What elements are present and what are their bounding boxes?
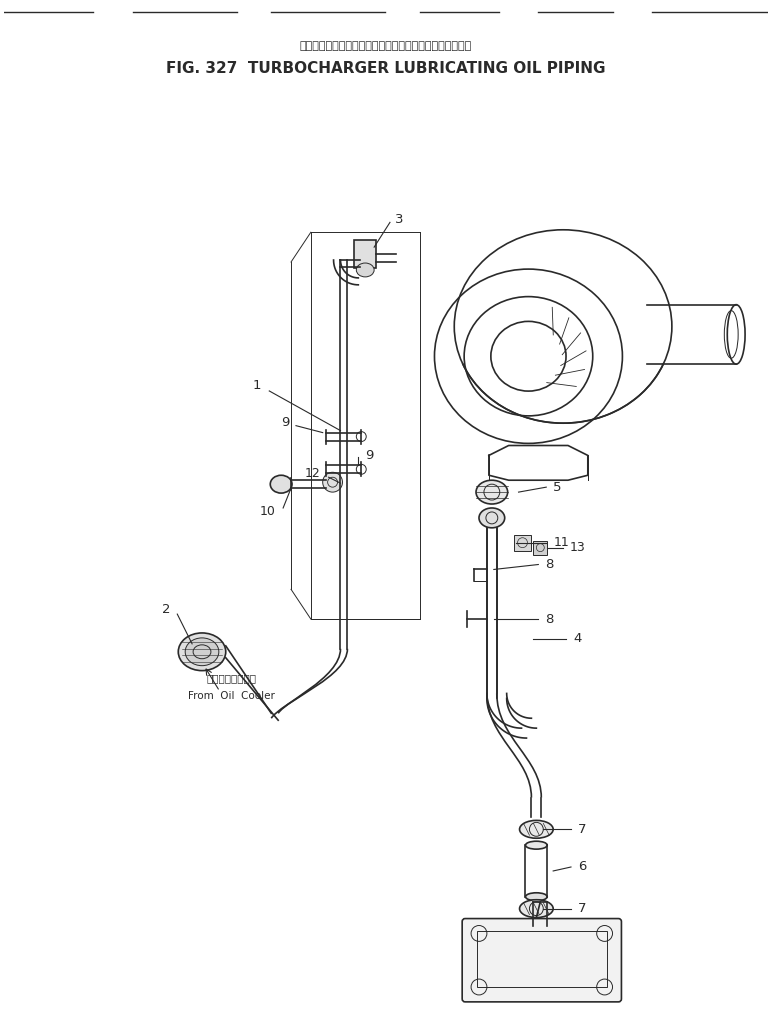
Text: 13: 13 — [570, 541, 586, 554]
Ellipse shape — [270, 475, 292, 493]
Text: 2: 2 — [162, 603, 171, 616]
Text: 6: 6 — [578, 860, 586, 874]
Bar — [533, 541, 547, 555]
Text: 9: 9 — [365, 449, 374, 462]
Text: From  Oil  Cooler: From Oil Cooler — [188, 692, 275, 702]
Text: ターボチャージャルーブリケーティングオイルパイピング: ターボチャージャルーブリケーティングオイルパイピング — [300, 40, 472, 51]
Ellipse shape — [479, 508, 505, 528]
Bar — [513, 535, 531, 551]
Ellipse shape — [185, 638, 218, 665]
Ellipse shape — [178, 633, 225, 670]
Text: 12: 12 — [305, 467, 320, 480]
Bar — [477, 931, 607, 987]
Text: 7: 7 — [578, 902, 587, 915]
Ellipse shape — [476, 480, 508, 504]
Text: 10: 10 — [259, 506, 275, 519]
Ellipse shape — [526, 893, 547, 901]
Ellipse shape — [520, 900, 554, 918]
Text: 8: 8 — [545, 613, 554, 626]
Text: 1: 1 — [253, 379, 262, 392]
Ellipse shape — [526, 841, 547, 849]
Bar — [354, 241, 376, 268]
Text: 7: 7 — [578, 823, 587, 836]
Text: 5: 5 — [554, 480, 562, 493]
Ellipse shape — [520, 820, 554, 838]
Text: オイルクーラから: オイルクーラから — [207, 673, 256, 683]
Text: 11: 11 — [554, 536, 569, 549]
Text: 3: 3 — [395, 213, 404, 225]
FancyBboxPatch shape — [462, 919, 621, 1002]
Text: 4: 4 — [573, 633, 581, 645]
Text: FIG. 327  TURBOCHARGER LUBRICATING OIL PIPING: FIG. 327 TURBOCHARGER LUBRICATING OIL PI… — [166, 61, 606, 76]
Text: 8: 8 — [545, 558, 554, 571]
Ellipse shape — [357, 263, 374, 277]
Text: 9: 9 — [281, 417, 289, 430]
Circle shape — [323, 472, 343, 492]
